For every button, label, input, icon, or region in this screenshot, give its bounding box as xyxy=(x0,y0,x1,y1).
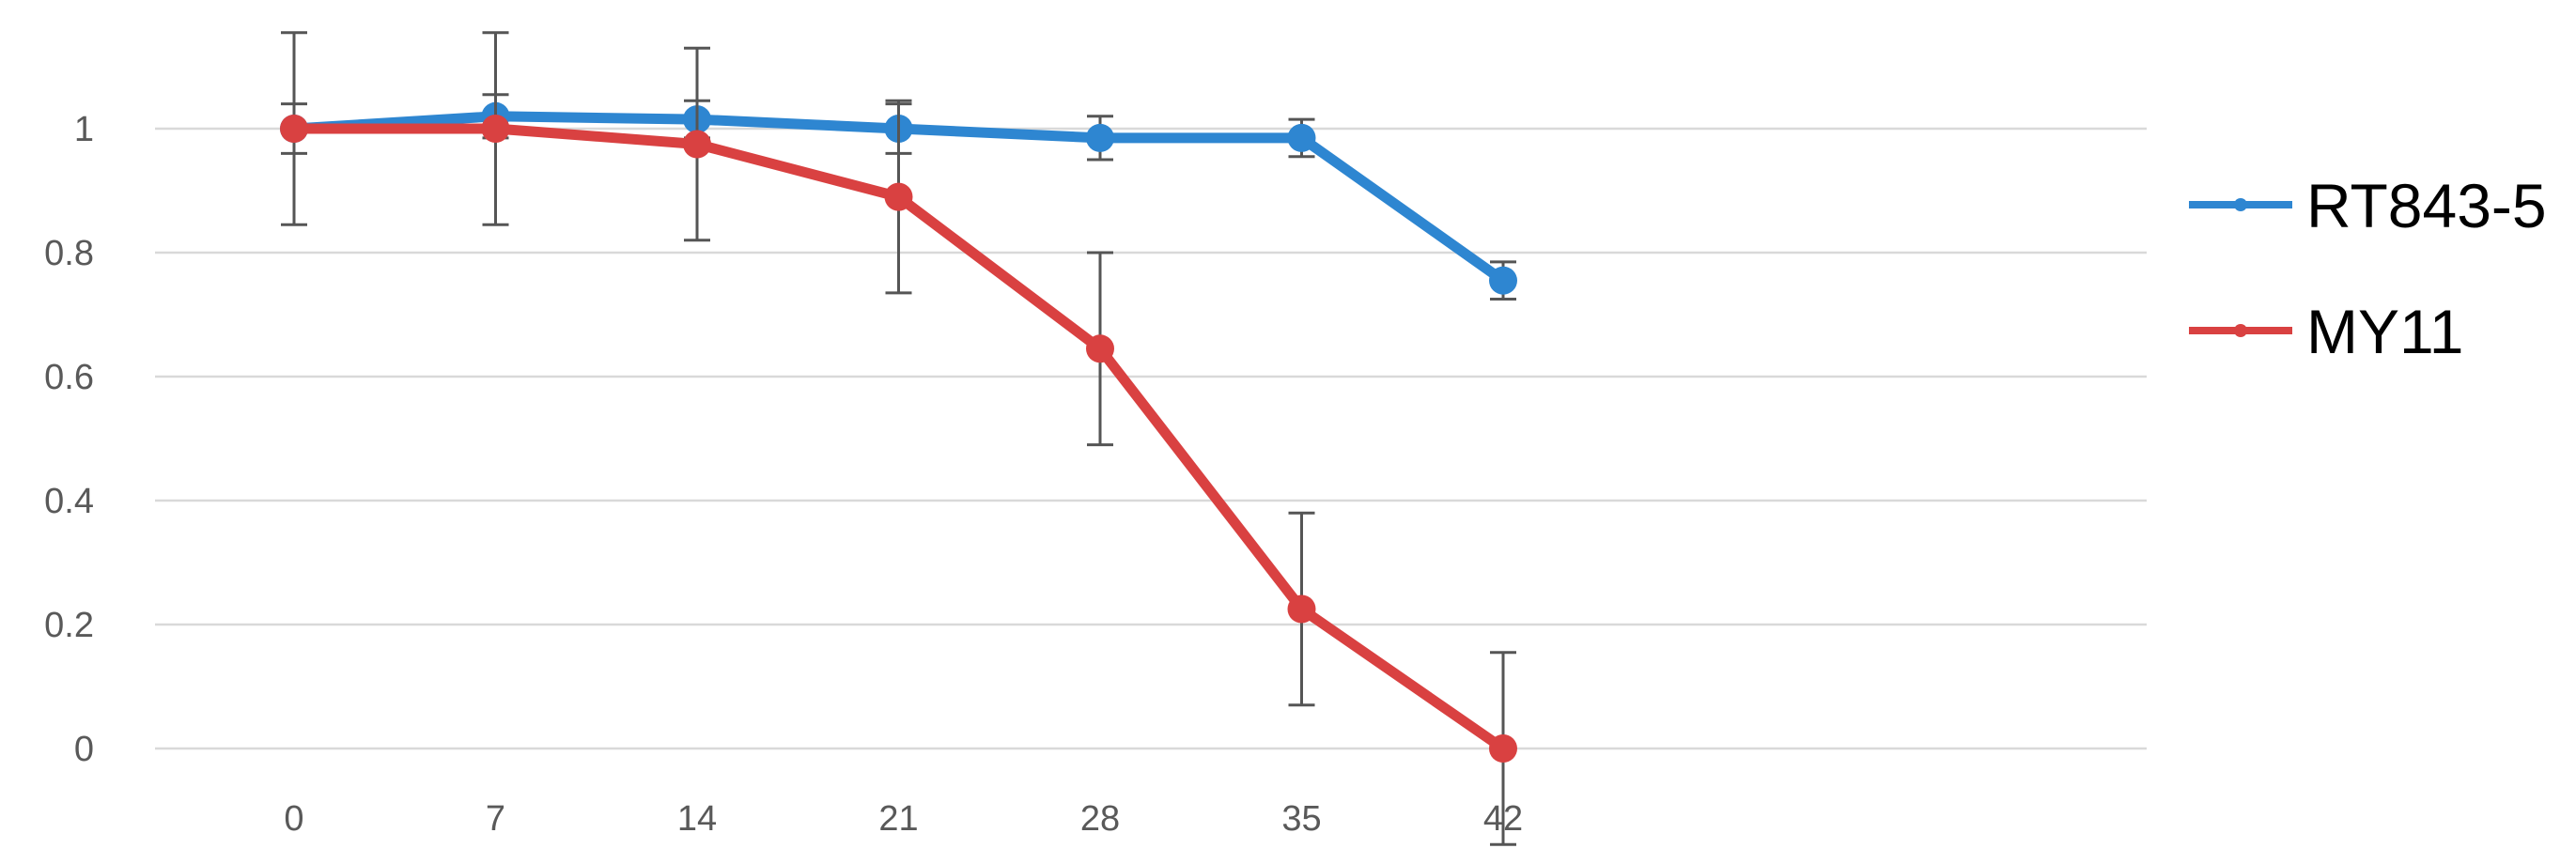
x-axis-tick-labels: 0 7 14 21 28 35 42 xyxy=(284,799,1523,839)
y-tick-label: 1 xyxy=(74,110,94,149)
data-point xyxy=(1287,594,1316,624)
legend-swatch-marker xyxy=(2234,324,2247,337)
grid-lines xyxy=(155,127,2147,750)
y-tick-label: 0 xyxy=(74,730,94,769)
data-point xyxy=(1489,266,1517,295)
series-layer xyxy=(280,31,1517,846)
data-point xyxy=(683,130,711,159)
x-tick-label: 28 xyxy=(1080,799,1120,839)
y-tick-label: 0.8 xyxy=(44,234,94,273)
legend-item: RT843-5 xyxy=(2189,171,2547,240)
x-tick-label: 14 xyxy=(677,799,717,839)
legend-label: MY11 xyxy=(2306,297,2464,366)
legend-label: RT843-5 xyxy=(2306,171,2547,240)
data-point xyxy=(1086,334,1114,363)
legend: RT843-5 MY11 xyxy=(2189,171,2547,366)
y-tick-label: 0.4 xyxy=(44,482,94,521)
y-tick-label: 0.2 xyxy=(44,606,94,645)
data-point xyxy=(1489,734,1517,763)
data-point xyxy=(280,115,308,143)
x-tick-label: 7 xyxy=(486,799,505,839)
x-tick-label: 0 xyxy=(284,799,303,839)
series-my11 xyxy=(280,31,1517,846)
y-axis-tick-labels: 0 0.2 0.4 0.6 0.8 1 xyxy=(44,110,94,769)
data-point xyxy=(481,115,510,143)
x-tick-label: 35 xyxy=(1281,799,1321,839)
legend-item: MY11 xyxy=(2189,297,2464,366)
data-point xyxy=(884,182,913,211)
x-tick-label: 21 xyxy=(878,799,918,839)
y-tick-label: 0.6 xyxy=(44,358,94,397)
data-point xyxy=(1287,123,1316,152)
legend-swatch-marker xyxy=(2234,198,2247,211)
data-point xyxy=(1086,123,1114,152)
